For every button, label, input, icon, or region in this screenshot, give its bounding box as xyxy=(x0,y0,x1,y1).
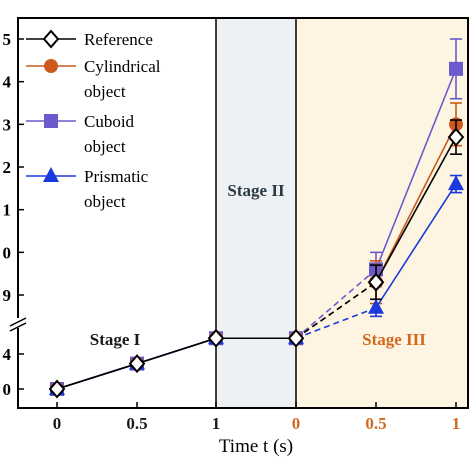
tick-labels: 0 4 9 0 1 2 3 4 5 0 0.5 1 0 0.5 1 xyxy=(3,30,461,433)
axis-break-mark xyxy=(9,322,27,332)
series-line-segment xyxy=(375,123,457,283)
legend-entry: Prismatic object xyxy=(26,167,149,211)
legend-label: Cylindrical xyxy=(84,57,161,76)
legend-marker xyxy=(44,114,58,128)
stage-label: Stage III xyxy=(362,330,426,349)
data-point xyxy=(448,175,464,191)
legend-marker xyxy=(42,29,60,49)
data-point xyxy=(367,272,385,292)
axes xyxy=(9,17,469,409)
stage-ii-band xyxy=(216,18,296,408)
stage-bands xyxy=(216,18,468,408)
series-reference xyxy=(48,119,465,399)
x-tick-label: 1 xyxy=(452,414,461,433)
data-point xyxy=(48,379,66,399)
legend-label: Reference xyxy=(84,30,153,49)
x-axis-title: Time t (s) xyxy=(219,436,293,457)
series-line-segment xyxy=(375,68,457,270)
legend-label: object xyxy=(84,192,126,211)
legend-entry: Cylindrical object xyxy=(26,57,161,101)
legend-label: Prismatic xyxy=(84,167,149,186)
series-line-segment xyxy=(375,136,457,283)
legend-entry: Cuboid object xyxy=(26,112,135,156)
x-tick-label: 0 xyxy=(53,414,62,433)
y-tick-label: 0 xyxy=(3,380,12,399)
data-point xyxy=(128,354,146,374)
series-line-segment xyxy=(295,307,377,339)
legend-label: Cuboid xyxy=(84,112,135,131)
stage-label: Stage I xyxy=(90,330,141,349)
data-point xyxy=(449,61,463,76)
axis-break-mark xyxy=(9,317,27,327)
stage-labels: Stage I Stage II Stage III xyxy=(90,181,427,349)
x-tick-label: 0.5 xyxy=(126,414,147,433)
legend-label: object xyxy=(84,137,126,156)
y-tick-label: 4 xyxy=(3,345,12,364)
series-line-segment xyxy=(375,183,457,309)
stage-iii-band xyxy=(296,18,468,408)
y-tick-label: 4 xyxy=(3,73,12,92)
data-point xyxy=(287,328,305,348)
series-line-segment xyxy=(136,337,217,365)
legend-label: object xyxy=(84,82,126,101)
data-point xyxy=(447,127,465,147)
legend-marker xyxy=(43,167,59,182)
legend-marker xyxy=(44,59,58,73)
y-tick-label: 5 xyxy=(3,30,12,49)
plot-frame xyxy=(17,17,469,409)
legend: ReferenceCylindricalobjectCuboidobjectPr… xyxy=(26,29,161,211)
series-line-segment xyxy=(295,268,377,339)
series-line-segment xyxy=(295,281,377,339)
x-tick-label: 0 xyxy=(292,414,301,433)
y-tick-label: 2 xyxy=(3,158,12,177)
y-tick-label: 1 xyxy=(3,201,12,220)
x-tick-label: 0.5 xyxy=(365,414,386,433)
x-tick-label: 1 xyxy=(212,414,221,433)
data-point xyxy=(368,298,384,314)
stage-label: Stage II xyxy=(227,181,285,200)
y-tick-label: 0 xyxy=(3,243,12,262)
y-tick-label: 3 xyxy=(3,115,12,134)
data-point xyxy=(207,328,225,348)
y-tick-label: 9 xyxy=(3,286,12,305)
axis-break-gap xyxy=(12,318,24,328)
series-layer xyxy=(48,38,465,399)
legend-entry: Reference xyxy=(26,29,153,49)
series-line-segment xyxy=(56,362,138,390)
